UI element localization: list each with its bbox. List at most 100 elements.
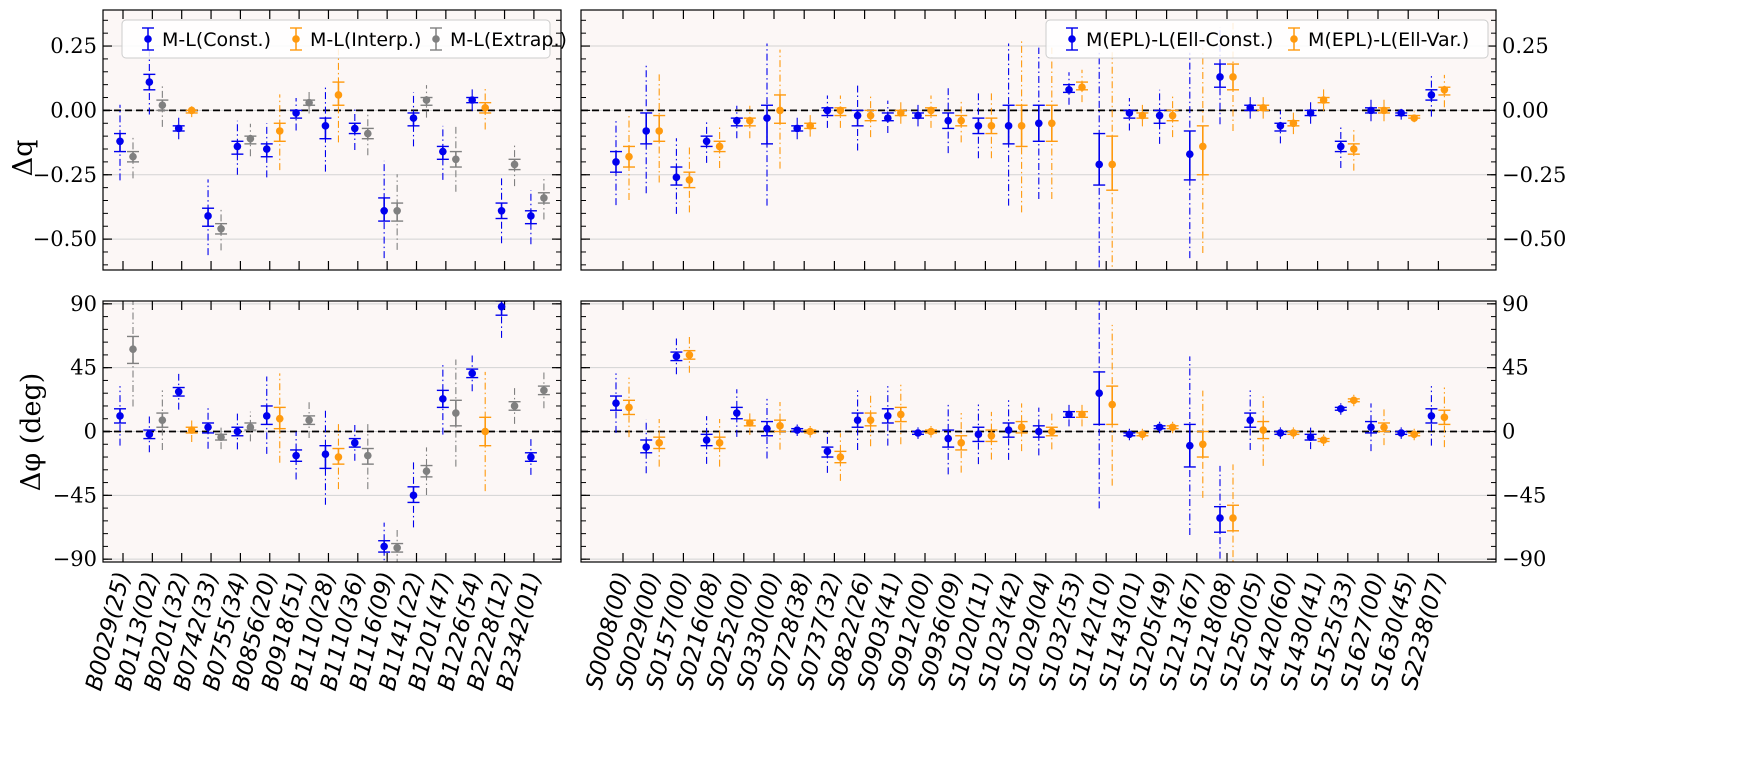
- data-point: [715, 142, 724, 151]
- data-point: [1065, 86, 1073, 94]
- data-point: [305, 416, 313, 424]
- bottom-y-axis-title: Δφ (deg): [16, 373, 47, 492]
- y-tick-label: −45: [53, 483, 97, 507]
- data-point: [1186, 150, 1194, 158]
- data-point: [393, 544, 401, 552]
- data-point: [655, 439, 663, 447]
- data-point: [776, 422, 784, 430]
- y-tick-label: −0.25: [33, 163, 97, 187]
- y-tick-label: −0.50: [1502, 227, 1566, 251]
- data-point: [957, 439, 965, 447]
- data-point: [246, 134, 255, 143]
- data-point: [1035, 119, 1043, 128]
- data-point: [1168, 423, 1177, 432]
- data-point: [116, 412, 124, 420]
- legend-label: M(EPL)-L(Ell-Const.): [1086, 29, 1273, 51]
- data-point: [746, 116, 754, 125]
- data-point: [217, 433, 225, 441]
- legend: M-L(Const.) M-L(Interp.) M-L(Extrap.): [121, 19, 567, 59]
- panel-bottom-right: 90450−45−90S0008(00)S0029(00)S0157(00)S0…: [580, 292, 1546, 692]
- data-point: [351, 439, 359, 447]
- data-point: [1259, 426, 1267, 434]
- panel-top-right: 0.250.00−0.25−0.50M(EPL)-L(Ell-Const.) M(…: [580, 9, 1566, 271]
- data-point: [321, 450, 330, 458]
- data-point: [1319, 436, 1328, 444]
- data-point: [1276, 122, 1285, 130]
- data-point: [1035, 427, 1043, 436]
- data-point: [422, 96, 431, 104]
- y-tick-label: 45: [1502, 356, 1529, 380]
- data-point: [409, 114, 418, 122]
- panels: 0.25 0.00 −0.25 −0.50 M-L(Const.) M-L(Interp.…: [33, 9, 1566, 693]
- data-point: [187, 426, 196, 434]
- data-point: [1065, 410, 1073, 419]
- data-point: [1427, 412, 1436, 420]
- legend-label: M-L(Interp.): [310, 29, 421, 51]
- data-point: [763, 424, 771, 433]
- data-point: [1259, 104, 1267, 112]
- data-point: [452, 155, 460, 164]
- data-point: [853, 416, 862, 424]
- data-point: [612, 158, 620, 166]
- legend-marker: [1290, 35, 1298, 43]
- data-point: [733, 116, 741, 125]
- data-point: [927, 106, 935, 115]
- data-point: [174, 387, 183, 396]
- y-tick-label: 0: [1502, 420, 1515, 444]
- data-point: [1319, 96, 1328, 104]
- data-point: [702, 436, 711, 444]
- data-point: [246, 423, 255, 432]
- data-point: [685, 176, 694, 184]
- y-tick-label: 0: [84, 420, 97, 444]
- y-tick-label: 0.25: [50, 34, 97, 58]
- data-point: [823, 447, 832, 456]
- data-point: [642, 443, 650, 451]
- data-point: [987, 122, 996, 130]
- data-point: [1289, 119, 1298, 128]
- data-point: [1337, 405, 1345, 413]
- data-point: [393, 206, 401, 215]
- data-point: [275, 127, 284, 135]
- data-point: [1078, 83, 1086, 92]
- data-point: [914, 111, 922, 120]
- data-point: [422, 467, 431, 476]
- data-point: [884, 412, 892, 420]
- data-point: [655, 127, 663, 135]
- data-point: [321, 122, 330, 130]
- data-point: [1276, 429, 1285, 437]
- data-point: [540, 386, 548, 395]
- legend-label: M(EPL)-L(Ell-Var.): [1308, 29, 1469, 51]
- data-point: [1004, 122, 1013, 130]
- panel-frame: [102, 300, 562, 563]
- data-point: [836, 453, 845, 461]
- data-point: [262, 145, 271, 153]
- data-point: [746, 419, 754, 427]
- data-point: [1108, 160, 1116, 169]
- data-point: [1246, 416, 1254, 424]
- data-point: [1289, 429, 1298, 437]
- top-y-axis-title: Δq: [8, 140, 39, 177]
- data-point: [262, 412, 271, 420]
- data-point: [1427, 91, 1436, 99]
- data-point: [884, 114, 892, 122]
- series-group: [114, 45, 550, 259]
- data-point: [1397, 109, 1405, 117]
- data-point: [1350, 145, 1358, 153]
- data-point: [853, 111, 862, 120]
- data-point: [334, 91, 343, 99]
- data-point: [715, 439, 724, 447]
- data-point: [204, 212, 212, 220]
- data-point: [116, 137, 124, 146]
- data-point: [305, 98, 313, 107]
- y-tick-label: −90: [53, 547, 97, 571]
- data-point: [217, 225, 225, 233]
- legend-box: [1045, 19, 1489, 59]
- legend-marker: [144, 35, 152, 43]
- data-point: [497, 302, 506, 311]
- data-point: [1048, 427, 1056, 436]
- legend-marker: [432, 35, 440, 43]
- data-point: [1138, 111, 1147, 120]
- data-point: [510, 160, 519, 169]
- data-point: [914, 429, 922, 437]
